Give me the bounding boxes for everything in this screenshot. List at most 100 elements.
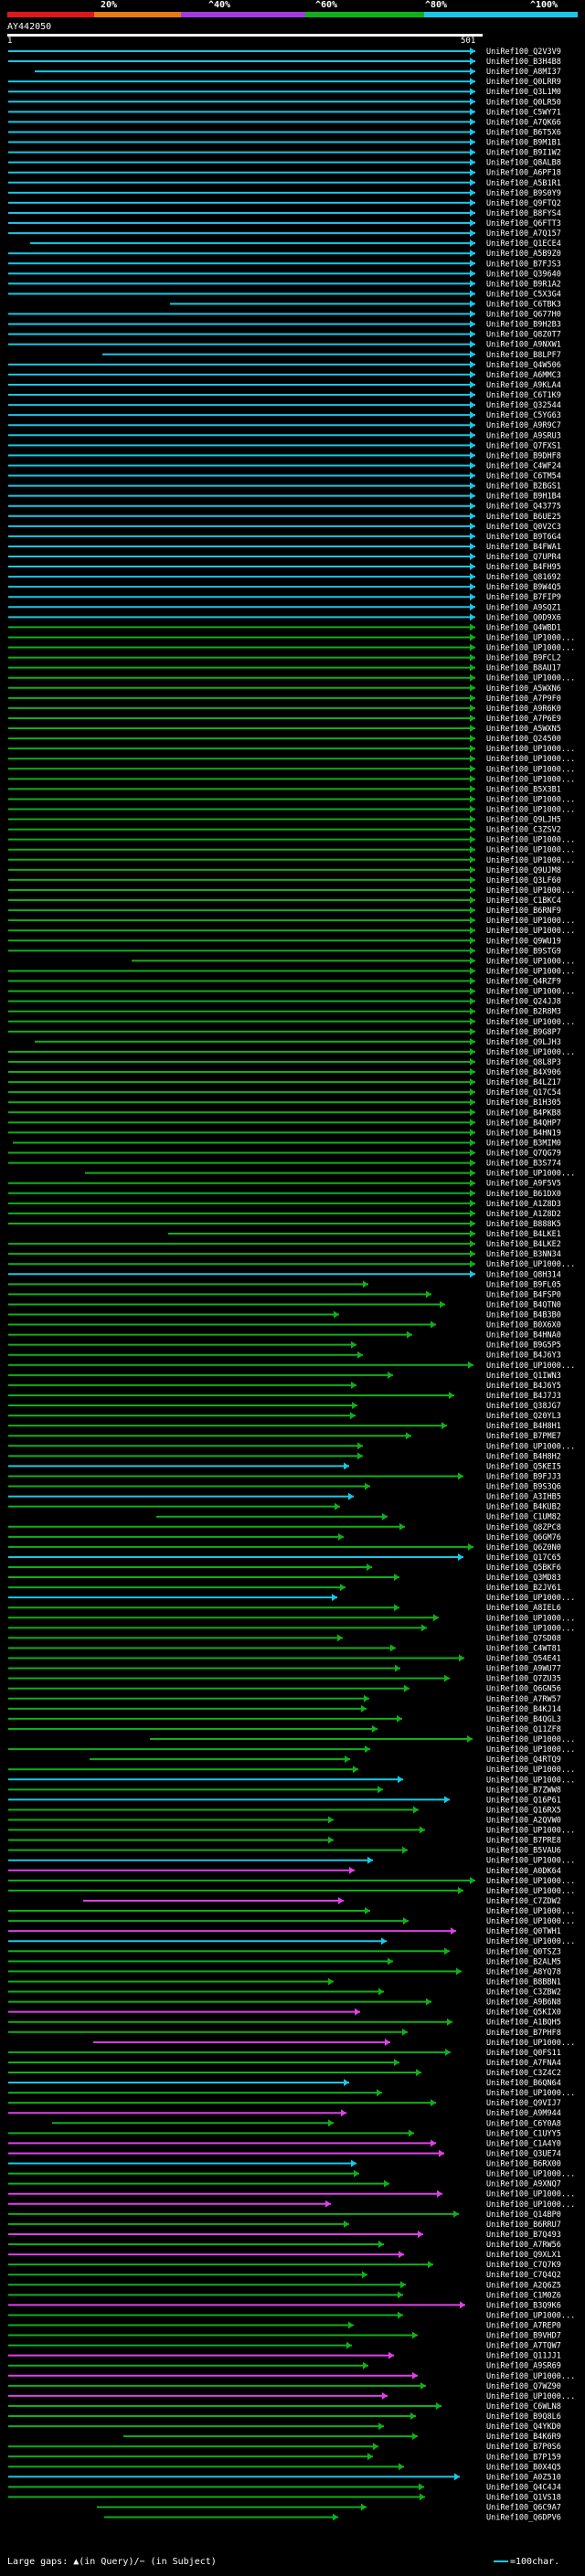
- hit-label[interactable]: UniRef100_UP1000...: [486, 2190, 575, 2200]
- hit-label[interactable]: UniRef100_B9T6G4: [486, 533, 561, 542]
- hit-label[interactable]: UniRef100_UP1000...: [486, 1048, 575, 1057]
- hit-label[interactable]: UniRef100_B4FH95: [486, 563, 561, 572]
- hit-label[interactable]: UniRef100_B9Q8L6: [486, 2412, 561, 2422]
- hit-label[interactable]: UniRef100_UP1000...: [486, 886, 575, 896]
- hit-label[interactable]: UniRef100_B9DHF8: [486, 451, 561, 461]
- hit-label[interactable]: UniRef100_Q1VS18: [486, 2494, 561, 2503]
- hit-label[interactable]: UniRef100_B4J6Y5: [486, 1382, 561, 1391]
- hit-label[interactable]: UniRef100_C6WLN8: [486, 2402, 561, 2412]
- hit-label[interactable]: UniRef100_A9KLA4: [486, 381, 561, 390]
- hit-label[interactable]: UniRef100_A8YQ78: [486, 1967, 561, 1977]
- hit-label[interactable]: UniRef100_Q7SD08: [486, 1634, 561, 1643]
- hit-label[interactable]: UniRef100_Q6GM76: [486, 1533, 561, 1542]
- hit-label[interactable]: UniRef100_Q3LF60: [486, 876, 561, 885]
- hit-label[interactable]: UniRef100_UP1000...: [486, 633, 575, 642]
- hit-label[interactable]: UniRef100_B4K6R9: [486, 2433, 561, 2442]
- hit-label[interactable]: UniRef100_UP1000...: [486, 755, 575, 764]
- hit-label[interactable]: UniRef100_B6RX00: [486, 2160, 561, 2169]
- hit-label[interactable]: UniRef100_B4B3B0: [486, 1311, 561, 1320]
- hit-label[interactable]: UniRef100_C3Z4C2: [486, 2069, 561, 2078]
- hit-label[interactable]: UniRef100_A1Z8D2: [486, 1210, 561, 1219]
- hit-label[interactable]: UniRef100_Q16P61: [486, 1796, 561, 1805]
- hit-label[interactable]: UniRef100_UP1000...: [486, 1887, 575, 1896]
- hit-label[interactable]: UniRef100_A5B9Z0: [486, 249, 561, 259]
- hit-label[interactable]: UniRef100_B9H2B3: [486, 321, 561, 330]
- hit-label[interactable]: UniRef100_UP1000...: [486, 836, 575, 845]
- hit-label[interactable]: UniRef100_Q9LJH5: [486, 816, 561, 825]
- hit-label[interactable]: UniRef100_B4H8H1: [486, 1422, 561, 1431]
- hit-label[interactable]: UniRef100_Q677H0: [486, 311, 561, 320]
- hit-label[interactable]: UniRef100_B2BGS1: [486, 482, 561, 492]
- hit-label[interactable]: UniRef100_B2R8M3: [486, 1008, 561, 1017]
- hit-label[interactable]: UniRef100_B3Q9K6: [486, 2301, 561, 2310]
- hit-label[interactable]: UniRef100_B3S774: [486, 1160, 561, 1169]
- hit-label[interactable]: UniRef100_B8LPF7: [486, 351, 561, 360]
- hit-label[interactable]: UniRef100_B61DX0: [486, 1190, 561, 1199]
- hit-label[interactable]: UniRef100_C5YG63: [486, 411, 561, 420]
- hit-label[interactable]: UniRef100_B9H1B4: [486, 493, 561, 502]
- hit-label[interactable]: UniRef100_B9G8P7: [486, 1028, 561, 1037]
- hit-label[interactable]: UniRef100_B7Q493: [486, 2231, 561, 2240]
- hit-label[interactable]: UniRef100_A7P9F0: [486, 694, 561, 704]
- hit-label[interactable]: UniRef100_C6Y0A8: [486, 2119, 561, 2128]
- hit-label[interactable]: UniRef100_B7ZWW8: [486, 1786, 561, 1795]
- hit-label[interactable]: UniRef100_UP1000...: [486, 1827, 575, 1836]
- hit-label[interactable]: UniRef100_A8MI37: [486, 68, 561, 77]
- hit-label[interactable]: UniRef100_B9S0Y9: [486, 189, 561, 198]
- hit-label[interactable]: UniRef100_Q5BKF6: [486, 1564, 561, 1573]
- hit-label[interactable]: UniRef100_Q7QG79: [486, 1150, 561, 1159]
- hit-label[interactable]: UniRef100_Q4RTQ9: [486, 1755, 561, 1765]
- hit-label[interactable]: UniRef100_Q4WBD1: [486, 623, 561, 632]
- hit-label[interactable]: UniRef100_B4KUB2: [486, 1503, 561, 1512]
- hit-label[interactable]: UniRef100_A9XNQ7: [486, 2180, 561, 2189]
- hit-label[interactable]: UniRef100_C6TM54: [486, 472, 561, 482]
- hit-label[interactable]: UniRef100_Q6C9A7: [486, 2504, 561, 2513]
- hit-label[interactable]: UniRef100_B3H4B8: [486, 58, 561, 67]
- hit-label[interactable]: UniRef100_B6RNF9: [486, 906, 561, 916]
- hit-label[interactable]: UniRef100_Q4C4J4: [486, 2483, 561, 2492]
- hit-label[interactable]: UniRef100_B4H8H2: [486, 1452, 561, 1461]
- hit-label[interactable]: UniRef100_B2ALM5: [486, 1957, 561, 1966]
- hit-label[interactable]: UniRef100_Q4RZF9: [486, 978, 561, 987]
- hit-label[interactable]: UniRef100_B9G5P5: [486, 1341, 561, 1351]
- hit-label[interactable]: UniRef100_UP1000...: [486, 775, 575, 784]
- hit-label[interactable]: UniRef100_C7ZDW2: [486, 1897, 561, 1906]
- hit-label[interactable]: UniRef100_B1H305: [486, 1098, 561, 1108]
- hit-label[interactable]: UniRef100_B4X906: [486, 1068, 561, 1077]
- hit-label[interactable]: UniRef100_A1BQH5: [486, 2019, 561, 2028]
- hit-label[interactable]: UniRef100_Q3MD83: [486, 1574, 561, 1583]
- hit-label[interactable]: UniRef100_A9F5V5: [486, 1180, 561, 1189]
- hit-label[interactable]: UniRef100_B4LZ17: [486, 1078, 561, 1087]
- hit-label[interactable]: UniRef100_A6PF18: [486, 169, 561, 178]
- hit-label[interactable]: UniRef100_B9I1W2: [486, 149, 561, 158]
- hit-label[interactable]: UniRef100_B4HNA0: [486, 1331, 561, 1341]
- hit-label[interactable]: UniRef100_Q3UE74: [486, 2149, 561, 2158]
- hit-label[interactable]: UniRef100_A3IHB5: [486, 1493, 561, 1502]
- hit-label[interactable]: UniRef100_A7REP0: [486, 2322, 561, 2331]
- hit-label[interactable]: UniRef100_A9SRU3: [486, 431, 561, 440]
- hit-label[interactable]: UniRef100_A7FNA4: [486, 2059, 561, 2068]
- hit-label[interactable]: UniRef100_Q0TSZ3: [486, 1947, 561, 1956]
- hit-label[interactable]: UniRef100_B9FL05: [486, 1280, 561, 1289]
- hit-label[interactable]: UniRef100_UP1000...: [486, 1442, 575, 1451]
- hit-label[interactable]: UniRef100_B4QGL3: [486, 1715, 561, 1724]
- hit-label[interactable]: UniRef100_B4QTN0: [486, 1300, 561, 1309]
- hit-label[interactable]: UniRef100_B6T5X6: [486, 128, 561, 137]
- hit-label[interactable]: UniRef100_C1M0Z6: [486, 2291, 561, 2300]
- hit-label[interactable]: UniRef100_A7Q157: [486, 229, 561, 239]
- hit-label[interactable]: UniRef100_B6UE25: [486, 513, 561, 522]
- hit-label[interactable]: UniRef100_UP1000...: [486, 1776, 575, 1785]
- hit-label[interactable]: UniRef100_Q6DPV6: [486, 2514, 561, 2523]
- hit-label[interactable]: UniRef100_UP1000...: [486, 765, 575, 774]
- hit-label[interactable]: UniRef100_Q8H314: [486, 1270, 561, 1279]
- hit-label[interactable]: UniRef100_Q9VIJ7: [486, 2099, 561, 2108]
- hit-label[interactable]: UniRef100_UP1000...: [486, 1857, 575, 1866]
- hit-label[interactable]: UniRef100_Q0LR50: [486, 98, 561, 107]
- hit-label[interactable]: UniRef100_B9S3Q6: [486, 1483, 561, 1492]
- hit-label[interactable]: UniRef100_B7PHF8: [486, 2029, 561, 2038]
- hit-label[interactable]: UniRef100_B4PKB8: [486, 1108, 561, 1118]
- hit-label[interactable]: UniRef100_UP1000...: [486, 1765, 575, 1775]
- hit-label[interactable]: UniRef100_A9NXW1: [486, 341, 561, 350]
- hit-label[interactable]: UniRef100_B9FCL2: [486, 654, 561, 663]
- hit-label[interactable]: UniRef100_UP1000...: [486, 846, 575, 855]
